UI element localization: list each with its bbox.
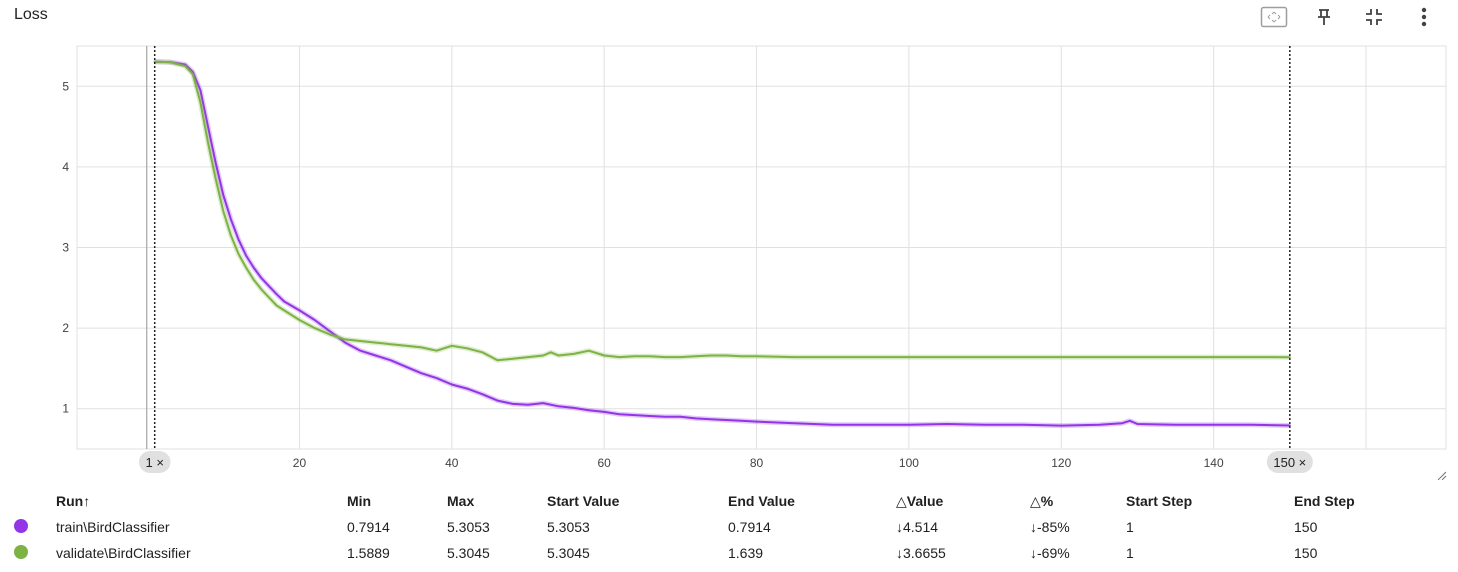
run-name-cell: validate\BirdClassifier <box>56 545 191 561</box>
header-run-label: Run <box>56 493 84 509</box>
chart-grid <box>76 45 1447 450</box>
header-start-step[interactable]: Start Step <box>1126 493 1193 509</box>
delta-value-cell: ↓4.514 <box>896 519 939 535</box>
start-step-cell: 1 <box>1126 519 1134 535</box>
table-row[interactable]: validate\BirdClassifier 1.5889 5.3045 5.… <box>14 540 1394 566</box>
range-marker-label: 1 × <box>145 455 163 470</box>
delta-percent-cell: ↓-69% <box>1030 545 1070 561</box>
header-end-value[interactable]: End Value <box>728 493 795 509</box>
max-cell: 5.3053 <box>447 519 490 535</box>
x-tick-label: 40 <box>445 456 459 470</box>
runs-table: Run↑ Min Max Start Value End Value △Valu… <box>14 488 1394 566</box>
y-tick-label: 4 <box>62 160 69 174</box>
start-value-cell: 5.3053 <box>547 519 590 535</box>
range-marker-chip[interactable] <box>138 451 171 473</box>
runs-table-header: Run↑ Min Max Start Value End Value △Valu… <box>14 488 1394 514</box>
run-color-dot <box>14 544 28 559</box>
fit-domain-button[interactable] <box>1254 4 1294 30</box>
chart-ticks: 20 40 60 80 100 120 140 1 2 3 4 5 <box>62 79 1224 470</box>
series-line-train[interactable] <box>153 60 1291 427</box>
end-step-cell: 150 <box>1294 519 1318 535</box>
x-tick-label: 120 <box>1051 456 1071 470</box>
header-max[interactable]: Max <box>447 493 475 509</box>
x-tick-label: 80 <box>750 456 764 470</box>
header-end-step[interactable]: End Step <box>1294 493 1355 509</box>
delta-value-cell: ↓3.6655 <box>896 545 946 561</box>
y-tick-label: 1 <box>62 402 69 416</box>
loss-chart[interactable]: 1 × 150 × 20 40 60 80 100 120 140 1 2 3 4 5 <box>0 0 1458 480</box>
series-line-validate[interactable] <box>153 60 1291 362</box>
chart-series <box>153 59 1291 429</box>
header-delta-percent[interactable]: △% <box>1030 492 1054 509</box>
x-tick-label: 140 <box>1204 456 1224 470</box>
header-min[interactable]: Min <box>347 493 372 509</box>
header-color-spacer <box>14 488 56 514</box>
more-options-button[interactable] <box>1404 4 1444 30</box>
header-delta-value[interactable]: △Value <box>896 492 944 509</box>
header-run[interactable]: Run↑ <box>56 488 347 514</box>
series-line-shadow <box>154 59 1290 429</box>
fit-domain-icon <box>1260 6 1288 28</box>
pin-button[interactable] <box>1304 4 1344 30</box>
run-color-dot <box>14 518 28 533</box>
x-tick-label: 20 <box>293 456 307 470</box>
range-marker-chip[interactable] <box>1266 451 1313 473</box>
run-color-cell <box>14 514 56 540</box>
x-tick-label: 100 <box>899 456 919 470</box>
more-vert-icon <box>1421 7 1427 27</box>
collapse-icon <box>1366 9 1382 25</box>
y-tick-label: 2 <box>62 321 69 335</box>
run-name-cell: train\BirdClassifier <box>56 519 170 535</box>
table-row[interactable]: train\BirdClassifier 0.7914 5.3053 5.305… <box>14 514 1394 540</box>
end-value-cell: 0.7914 <box>728 519 771 535</box>
chart-toolbar <box>1254 4 1444 30</box>
range-markers: 1 × 150 × <box>138 46 1313 473</box>
resize-handle-icon[interactable] <box>1437 471 1447 480</box>
y-tick-label: 3 <box>62 241 69 255</box>
start-step-cell: 1 <box>1126 545 1134 561</box>
run-color-cell <box>14 540 56 566</box>
min-cell: 0.7914 <box>347 519 390 535</box>
min-cell: 1.5889 <box>347 545 390 561</box>
series-line-shadow <box>154 59 1290 363</box>
sort-arrow-icon: ↑ <box>83 493 91 509</box>
end-step-cell: 150 <box>1294 545 1318 561</box>
range-marker-label: 150 × <box>1273 455 1306 470</box>
header-start-value[interactable]: Start Value <box>547 493 620 509</box>
y-tick-label: 5 <box>62 79 69 93</box>
pin-icon <box>1318 9 1330 25</box>
max-cell: 5.3045 <box>447 545 490 561</box>
delta-percent-cell: ↓-85% <box>1030 519 1070 535</box>
start-value-cell: 5.3045 <box>547 545 590 561</box>
chart-card-title: Loss <box>14 6 48 23</box>
collapse-button[interactable] <box>1354 4 1394 30</box>
end-value-cell: 1.639 <box>728 545 764 561</box>
x-tick-label: 60 <box>598 456 612 470</box>
